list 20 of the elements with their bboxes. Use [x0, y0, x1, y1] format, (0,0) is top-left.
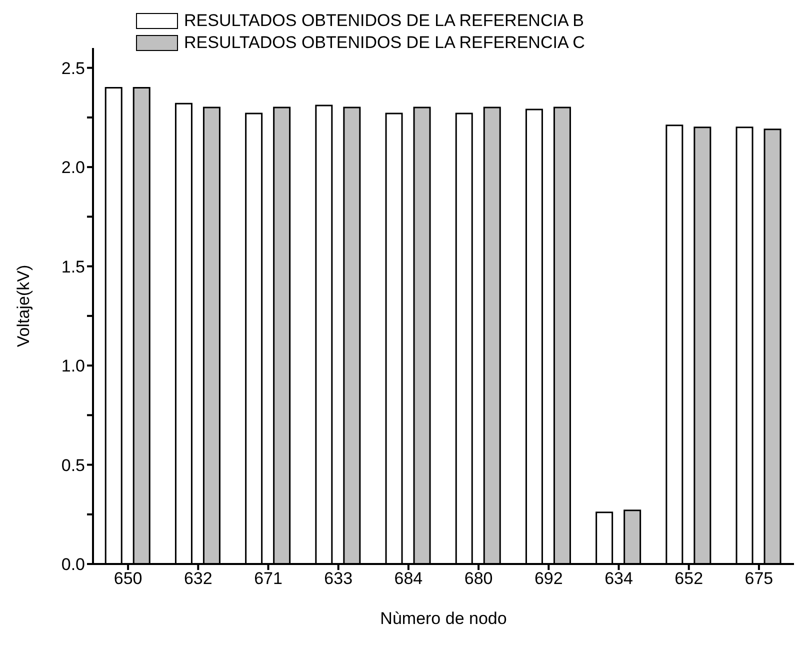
x-tick-label: 680 — [464, 569, 493, 588]
y-axis-title: Voltaje(kV) — [14, 264, 34, 348]
x-tick-label: 675 — [744, 569, 774, 588]
x-tick-label: 692 — [534, 569, 563, 588]
y-tick-label: 2.0 — [61, 158, 85, 178]
x-tick-label: 684 — [394, 569, 423, 588]
x-tick-label: 652 — [674, 569, 704, 588]
x-tick-label: 632 — [184, 569, 212, 588]
legend-label: RESULTADOS OBTENIDOS DE LA REFERENCIA B — [184, 11, 584, 31]
x-axis-title: Nùmero de nodo — [380, 609, 507, 628]
y-tick-label: 1.0 — [61, 356, 85, 376]
x-tick-label: 671 — [254, 569, 282, 588]
legend-label: RESULTADOS OBTENIDOS DE LA REFERENCIA C — [184, 33, 585, 53]
y-tick-label: 0.0 — [61, 555, 85, 574]
x-tick-label: 650 — [114, 569, 142, 588]
x-tick-label: 634 — [604, 569, 633, 588]
y-tick-label: 0.5 — [61, 456, 85, 475]
x-tick-label: 633 — [324, 569, 353, 588]
y-tick-label: 2.5 — [61, 58, 85, 78]
y-tick-label: 1.5 — [61, 257, 85, 276]
